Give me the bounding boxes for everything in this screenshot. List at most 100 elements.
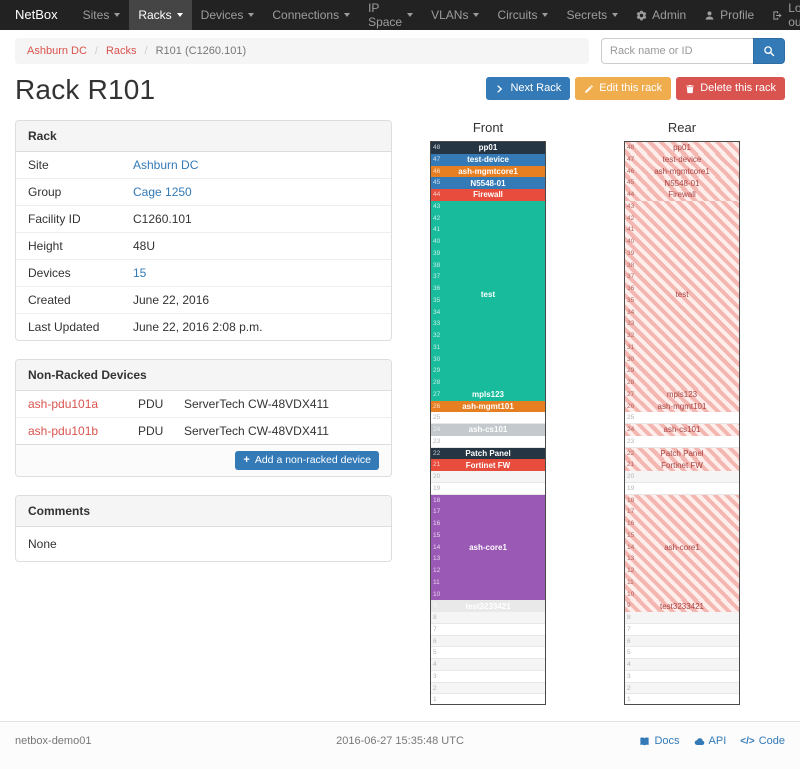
device-ash-mgmt101-rear[interactable]: ash-mgmt101 [625,400,739,413]
attr-value: 48U [133,239,156,253]
device-fortinet-fw-rear[interactable]: Fortinet FW [625,459,739,471]
caret-icon [114,13,121,17]
attr-value: Ashburn DC [133,158,198,172]
unit-number-42: 42 [433,214,441,222]
device-link-ash-pdu101b[interactable]: ash-pdu101b [28,424,99,438]
search-button[interactable] [753,38,785,64]
breadcrumb: Ashburn DC Racks R101 (C1260.101) [15,38,589,64]
attr-label: Group [28,185,62,199]
next-rack-button[interactable]: Next Rack [486,77,571,101]
unit-number-3: 3 [627,672,631,680]
device-mpls123-rear[interactable]: mpls123 [625,388,739,401]
rear-elevation-title: Rear [667,120,697,135]
unit-number-24: 24 [627,426,635,433]
device-ash-cs101-rear[interactable]: ash-cs101 [625,424,739,436]
code-icon: </> [740,735,755,747]
nav-item-connections[interactable]: Connections [263,0,359,30]
device-label: N5548-01 [470,178,506,188]
device-test-rear[interactable]: test [625,200,739,389]
delete-rack-button[interactable]: Delete this rack [676,77,785,101]
nav-item-log-out[interactable]: Log out [763,0,800,30]
device-link-ash-pdu101a[interactable]: ash-pdu101a [28,397,99,411]
attr-value-link-devices[interactable]: 15 [133,266,147,280]
nav-item-admin[interactable]: Admin [627,0,695,30]
device-test-device-rear[interactable]: test-device [625,153,739,166]
device-test3233421-front[interactable]: test3233421 [431,600,545,612]
device-ash-cs101-front[interactable]: ash-cs101 [431,424,545,436]
device-ash-core1-rear[interactable]: ash-core1 [625,494,739,601]
device-test3233421-rear[interactable]: test3233421 [625,600,739,612]
device-pp01-front[interactable]: pp01 [431,142,545,154]
breadcrumb-link-ashburn-dc[interactable]: Ashburn DC [27,45,87,57]
nav-item-sites[interactable]: Sites [74,0,130,30]
device-test-front[interactable]: test [431,200,545,389]
device-ash-mgmtcore1-front[interactable]: ash-mgmtcore1 [431,165,545,178]
nav-item-label: Profile [720,8,755,22]
brand[interactable]: NetBox [15,7,58,22]
device-mpls123-front[interactable]: mpls123 [431,388,545,401]
breadcrumb-link-racks[interactable]: Racks [105,45,137,57]
device-label: ash-mgmt101 [657,401,707,411]
device-n5548-01-rear[interactable]: N5548-01 [625,177,739,189]
device-test-device-front[interactable]: test-device [431,153,545,166]
footer-link-label: API [708,735,727,747]
unit-number-13: 13 [627,555,635,563]
unit-number-7: 7 [627,625,631,633]
front-elevation: pp01 test-device ash-mgmtcore1 N5548-01 Fire… [430,141,546,705]
device-label: ash-core1 [469,542,507,552]
attr-value: June 22, 2016 [133,293,210,307]
comments-panel: Comments None [15,495,392,563]
unit-number-1: 1 [433,696,437,704]
footer-link-code[interactable]: </> Code [740,735,785,747]
nav-item-secrets[interactable]: Secrets [557,0,627,30]
nav-item-ip-space[interactable]: IP Space [359,0,422,30]
footer-link-docs[interactable]: Docs [639,735,680,747]
nav-item-profile[interactable]: Profile [695,0,763,30]
rack-slot-u5 [625,647,739,659]
device-patch-panel-rear[interactable]: Patch Panel [625,447,739,460]
main-menu: Sites Racks Devices Connections IP Space VLAN… [74,0,628,30]
page-title: Rack R101 [15,74,156,105]
device-firewall-front[interactable]: Firewall [431,189,545,201]
unit-number-43: 43 [627,202,635,210]
unit-number-4: 4 [433,661,437,668]
device-label: Firewall [668,190,696,200]
non-racked-row-ash-pdu101a: ash-pdu101a PDU ServerTech CW-48VDX411 [16,391,391,417]
search-input[interactable] [601,38,753,64]
add-non-racked-device-button[interactable]: + Add a non-racked device [235,451,379,471]
unit-number-23: 23 [433,437,441,445]
attr-value-link-site[interactable]: Ashburn DC [133,158,199,172]
unit-number-11: 11 [627,578,634,586]
footer-link-label: Docs [654,735,680,747]
nav-item-devices[interactable]: Devices [192,0,264,30]
device-pp01-rear[interactable]: pp01 [625,142,739,154]
rack-actions: Next Rack Edit this rack Delete this rac… [486,77,785,101]
unit-number-6: 6 [627,637,631,645]
device-firewall-rear[interactable]: Firewall [625,189,739,201]
nav-item-racks[interactable]: Racks [129,0,192,30]
edit-rack-button[interactable]: Edit this rack [575,77,672,101]
rack-slot-u7 [431,623,545,636]
rear-elevation: pp01 test-device ash-mgmtcore1 N5548-01 Fire… [624,141,740,705]
rack-slot-u4 [431,659,545,671]
device-patch-panel-front[interactable]: Patch Panel [431,447,545,460]
unit-number-8: 8 [627,614,631,621]
footer-link-api[interactable]: API [694,735,727,747]
unit-number-25: 25 [433,414,441,422]
device-ash-mgmtcore1-rear[interactable]: ash-mgmtcore1 [625,165,739,178]
rack-panel: Rack Site Ashburn DC Group Cage 1250 Facilit… [15,120,392,341]
nav-item-vlans[interactable]: VLANs [422,0,488,30]
unit-number-12: 12 [433,567,441,574]
device-n5548-01-front[interactable]: N5548-01 [431,177,545,189]
unit-number-5: 5 [433,649,437,657]
nav-item-circuits[interactable]: Circuits [488,0,557,30]
attr-value-link-group[interactable]: Cage 1250 [133,185,192,199]
device-ash-core1-front[interactable]: ash-core1 [431,494,545,601]
unit-number-19: 19 [627,484,635,492]
device-ash-mgmt101-front[interactable]: ash-mgmt101 [431,400,545,413]
delete-rack-label: Delete this rack [700,82,776,94]
rack-slot-u6 [625,635,739,648]
device-fortinet-fw-front[interactable]: Fortinet FW [431,459,545,471]
device-label: ash-core1 [664,542,700,552]
device-label: test3233421 [465,601,511,611]
